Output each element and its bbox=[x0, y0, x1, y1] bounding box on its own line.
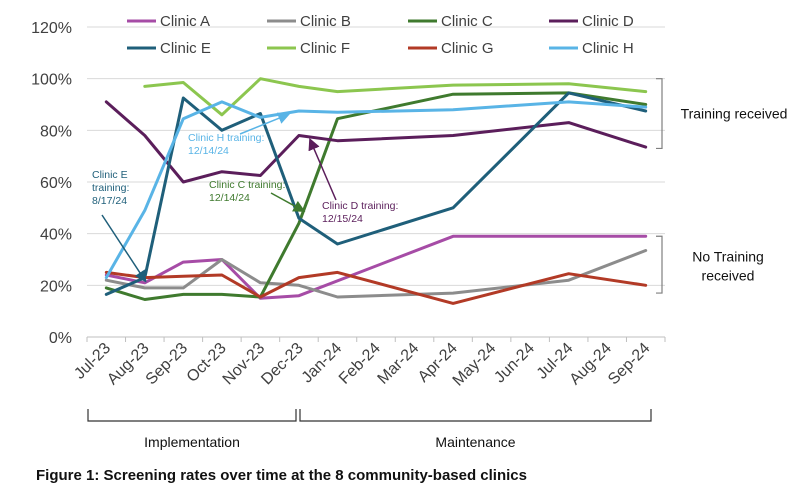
x-tick-label: Dec-23 bbox=[258, 340, 307, 389]
annotation-text: Clinic H training: bbox=[188, 132, 264, 144]
legend-label-clinic-g: Clinic G bbox=[441, 40, 494, 57]
annotation-text: Clinic C training: bbox=[209, 179, 285, 191]
annotation-arrow bbox=[308, 137, 337, 201]
figure-caption: Figure 1: Screening rates over time at t… bbox=[36, 467, 527, 484]
series-layer bbox=[104, 77, 648, 305]
group-bracket bbox=[656, 235, 663, 294]
annotation-arrow bbox=[270, 192, 306, 212]
grid-layer bbox=[87, 26, 665, 338]
y-tick-label: 120% bbox=[31, 20, 72, 37]
group-label: Training received bbox=[681, 106, 788, 122]
annotation-text: 12/14/24 bbox=[209, 192, 250, 204]
series-line-clinic-e bbox=[104, 91, 648, 296]
annotation-text: training: bbox=[92, 182, 129, 194]
legend-label-clinic-d: Clinic D bbox=[582, 13, 634, 30]
legend-label-clinic-f: Clinic F bbox=[300, 40, 350, 57]
group-layer: Training received No Training received Impl… bbox=[87, 78, 788, 450]
annotation-arrow bbox=[101, 214, 147, 283]
series-line-clinic-g bbox=[104, 270, 648, 305]
annotation-text: Clinic D training: bbox=[322, 200, 398, 212]
series-line-clinic-a bbox=[104, 234, 648, 300]
y-tick-label: 80% bbox=[40, 123, 72, 140]
annotation-text: 12/15/24 bbox=[322, 213, 363, 225]
annotation-text: Clinic E bbox=[92, 169, 128, 181]
x-tick-label: Aug-23 bbox=[104, 340, 153, 389]
phase-bracket bbox=[299, 409, 652, 422]
y-tick-label: 60% bbox=[40, 175, 72, 192]
y-tick-label: 100% bbox=[31, 72, 72, 89]
phase-bracket bbox=[87, 409, 297, 422]
phase-label: Implementation bbox=[144, 434, 240, 450]
y-tick-label: 0% bbox=[49, 330, 72, 347]
annotation-arrow bbox=[239, 112, 291, 135]
annotation-text: 8/17/24 bbox=[92, 195, 127, 207]
series-line-clinic-b bbox=[104, 249, 648, 299]
series-line-clinic-h bbox=[104, 100, 648, 280]
legend-label-clinic-b: Clinic B bbox=[300, 13, 351, 30]
y-tick-label: 20% bbox=[40, 278, 72, 295]
group-label: No Training bbox=[692, 249, 764, 265]
x-tick-label: Sep-24 bbox=[605, 340, 654, 389]
legend-layer: Clinic A Clinic B Clinic C Clinic D Clinic E… bbox=[127, 13, 634, 57]
x-tick-label: Nov-23 bbox=[220, 340, 269, 389]
x-tick-label: Aug-24 bbox=[567, 340, 616, 389]
phase-label: Maintenance bbox=[435, 434, 515, 450]
legend-label-clinic-a: Clinic A bbox=[160, 13, 210, 30]
x-tick-label: May-24 bbox=[450, 340, 500, 390]
group-label: received bbox=[702, 268, 755, 284]
legend-label-clinic-c: Clinic C bbox=[441, 13, 493, 30]
x-tick-label: Sep-23 bbox=[143, 340, 192, 389]
x-tick-label: Feb-24 bbox=[336, 340, 384, 388]
series-line-clinic-d bbox=[104, 100, 648, 184]
legend-label-clinic-h: Clinic H bbox=[582, 40, 634, 57]
annotation-text: 12/14/24 bbox=[188, 145, 229, 157]
x-tick-label: Jun-24 bbox=[491, 340, 538, 387]
y-tick-label: 40% bbox=[40, 227, 72, 244]
legend-label-clinic-e: Clinic E bbox=[160, 40, 211, 57]
series-line-clinic-c bbox=[104, 91, 648, 301]
series-line-clinic-f bbox=[143, 77, 648, 117]
x-tick-label: Mar-24 bbox=[374, 340, 422, 388]
group-bracket bbox=[656, 78, 663, 150]
